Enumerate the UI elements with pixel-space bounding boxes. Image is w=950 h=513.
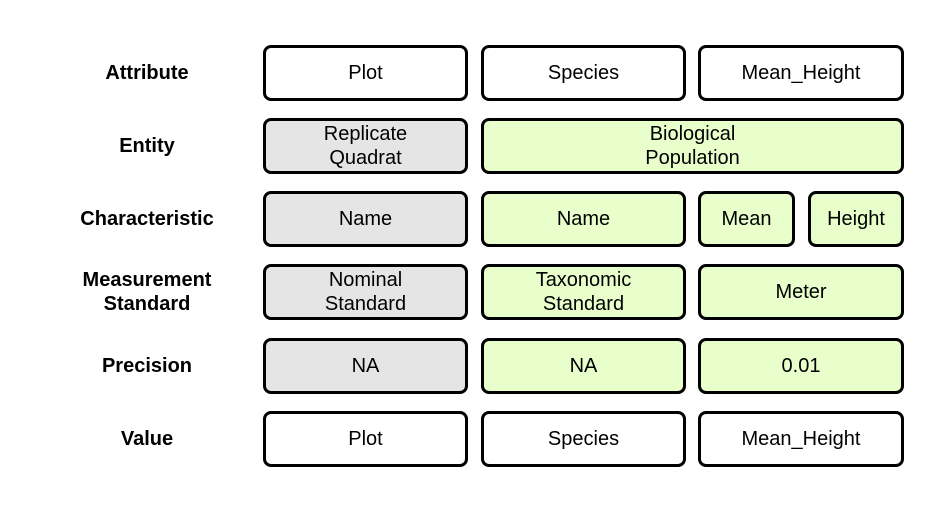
attribute-species-box: Species [481, 45, 686, 101]
entity-replicate-quadrat-box: Replicate Quadrat [263, 118, 468, 174]
precision-species-box: NA [481, 338, 686, 394]
value-mean-height-box: Mean_Height [698, 411, 904, 467]
characteristic-plot-name-box: Name [263, 191, 468, 247]
characteristic-mean-box: Mean [698, 191, 795, 247]
characteristic-height-box: Height [808, 191, 904, 247]
attribute-mean-height-box: Mean_Height [698, 45, 904, 101]
attribute-plot-box: Plot [263, 45, 468, 101]
row-label-attribute: Attribute [105, 62, 189, 84]
precision-plot-box: NA [263, 338, 468, 394]
entity-biological-population-box: Biological Population [481, 118, 904, 174]
row-label-value: Value [120, 428, 174, 450]
standard-meter-box: Meter [698, 264, 904, 320]
row-label-entity: Entity [119, 135, 175, 157]
row-label-precision: Precision [101, 355, 193, 377]
standard-nominal-box: Nominal Standard [263, 264, 468, 320]
characteristic-species-name-box: Name [481, 191, 686, 247]
row-label-characteristic: Characteristic [80, 208, 214, 230]
value-species-box: Species [481, 411, 686, 467]
value-plot-box: Plot [263, 411, 468, 467]
precision-mean-height-box: 0.01 [698, 338, 904, 394]
standard-taxonomic-box: Taxonomic Standard [481, 264, 686, 320]
row-label-measurement-standard: Measurement Standard [82, 269, 212, 315]
